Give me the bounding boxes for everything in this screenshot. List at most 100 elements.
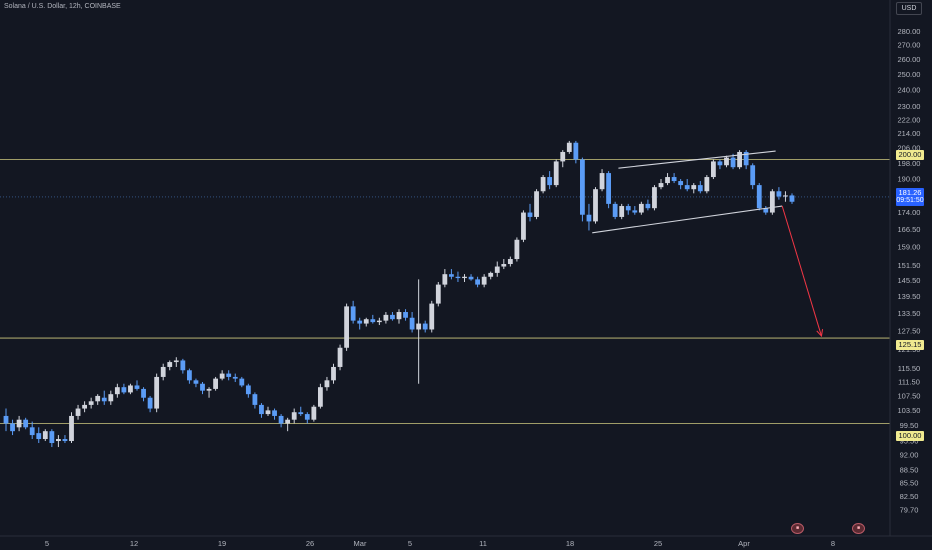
candle-body xyxy=(259,404,264,415)
candle-body xyxy=(658,183,664,188)
candle-body xyxy=(344,306,349,348)
time-tick-label: 25 xyxy=(654,539,662,548)
candle-body xyxy=(10,423,15,432)
projection-arrow xyxy=(781,205,822,337)
time-tick-label: 18 xyxy=(566,539,574,548)
candle-body xyxy=(697,185,703,192)
candle-body xyxy=(652,187,657,209)
price-tick-label: 145.50 xyxy=(898,276,921,285)
candle-body xyxy=(665,177,670,184)
candle-body xyxy=(494,266,500,273)
time-tick-label: 11 xyxy=(479,539,487,548)
price-tick-label: 260.00 xyxy=(898,55,921,64)
candle-body xyxy=(206,388,212,391)
candle-body xyxy=(363,319,369,324)
price-tick-label: 111.50 xyxy=(898,378,920,387)
price-tick-label: 190.00 xyxy=(898,175,921,184)
candle-body xyxy=(501,264,507,267)
price-tick-label: 270.00 xyxy=(898,41,921,50)
candle-body xyxy=(376,320,382,323)
candle-body xyxy=(29,427,35,436)
level-200-label: 200.00 xyxy=(896,150,924,160)
candle-countdown: 09:51:50 xyxy=(896,196,924,206)
candle-body xyxy=(101,397,107,402)
time-axis[interactable]: 5 12 19 26 Mar 5 11 18 25 Apr 8 xyxy=(0,535,932,548)
candle-body xyxy=(265,410,271,415)
price-tick-label: 174.00 xyxy=(898,208,921,217)
price-tick-label: 166.50 xyxy=(898,225,921,234)
time-tick-label: 5 xyxy=(408,539,412,548)
candle-body xyxy=(586,214,592,222)
candle-body xyxy=(553,161,559,186)
candle-body xyxy=(540,177,546,192)
candle-body xyxy=(416,323,422,330)
candle-body xyxy=(291,412,297,420)
candle-body xyxy=(776,191,782,197)
candle-body xyxy=(750,165,756,186)
candle-body xyxy=(304,414,310,420)
candle-body xyxy=(566,142,572,152)
channel-upper-line xyxy=(618,150,776,169)
candle-body xyxy=(684,185,690,190)
candle-body xyxy=(350,306,356,321)
candle-body xyxy=(599,173,605,190)
candle-body xyxy=(468,276,474,280)
price-tick-label: 151.50 xyxy=(898,261,921,270)
candle-body xyxy=(180,360,186,371)
price-tick-label: 103.50 xyxy=(898,406,921,415)
price-tick-label: 92.00 xyxy=(900,451,919,460)
candle-body xyxy=(737,151,742,168)
price-tick-label: 206.00 xyxy=(898,144,921,153)
candle-body xyxy=(756,185,762,209)
price-tick-label: 198.00 xyxy=(898,159,921,168)
candle-body xyxy=(193,380,199,384)
price-tick-label: 159.00 xyxy=(898,242,921,251)
candle-body xyxy=(521,212,526,240)
economic-event-icon[interactable]: ■ xyxy=(852,523,865,534)
price-tick-label: 133.50 xyxy=(898,309,921,318)
candle-body xyxy=(396,312,402,320)
candle-body xyxy=(645,203,651,209)
candle-body xyxy=(619,206,625,217)
price-tick-label: 99.50 xyxy=(900,421,919,430)
economic-event-icon[interactable]: ■ xyxy=(791,523,804,534)
candle-body xyxy=(331,366,336,381)
candle-body xyxy=(200,383,205,391)
candle-body xyxy=(3,415,9,424)
price-axis[interactable]: 280.00 270.00 260.00 250.00 240.00 230.00 222.… xyxy=(889,0,932,550)
candle-body xyxy=(75,408,81,416)
candle-body xyxy=(390,314,395,320)
drawings xyxy=(592,150,824,338)
candle-body xyxy=(580,159,585,215)
currency-button[interactable]: USD xyxy=(896,2,922,15)
candle-body xyxy=(730,157,736,168)
candle-body xyxy=(383,314,389,321)
candle-body xyxy=(789,195,795,202)
candle-body xyxy=(128,385,133,393)
candle-body xyxy=(370,319,376,323)
candle-body xyxy=(783,195,788,197)
candle-body xyxy=(69,415,74,442)
candle-body xyxy=(481,276,487,285)
candle-body xyxy=(232,376,238,379)
candle-body xyxy=(219,373,225,379)
candle-body xyxy=(638,203,644,213)
candle-body xyxy=(475,279,480,285)
candle-body xyxy=(337,347,343,367)
candle-body xyxy=(167,362,173,367)
candle-body xyxy=(625,206,631,211)
price-tick-label: 88.50 xyxy=(900,466,919,475)
candle-body xyxy=(298,412,304,415)
candle-body xyxy=(488,272,494,277)
candle-body xyxy=(88,401,94,405)
candle-body xyxy=(429,303,435,330)
candle-body xyxy=(42,431,48,440)
candle-body xyxy=(671,177,677,182)
price-tick-label: 79.70 xyxy=(900,505,919,514)
candle-body xyxy=(252,394,258,405)
candle-body xyxy=(23,419,29,428)
candle-body xyxy=(121,387,127,393)
candle-body xyxy=(704,177,710,192)
candle-body xyxy=(507,259,513,265)
